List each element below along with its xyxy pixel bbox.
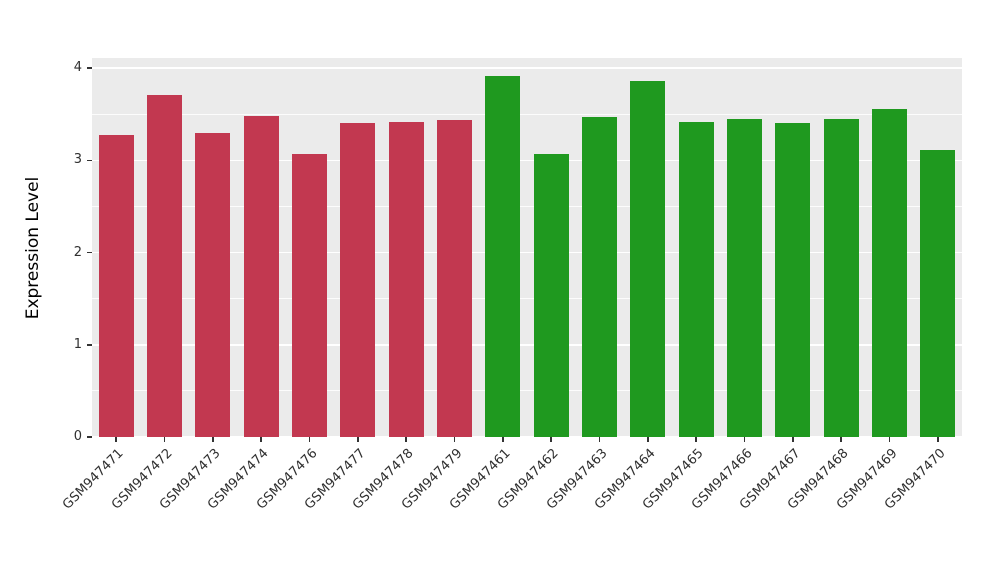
y-tick-mark — [87, 67, 92, 69]
x-tick-mark — [550, 437, 552, 442]
x-tick-mark — [308, 437, 311, 442]
bar — [823, 118, 859, 437]
x-tick-label: GSM947466 — [688, 446, 756, 513]
x-tick-mark — [212, 437, 214, 442]
x-tick-mark — [792, 437, 794, 442]
bar — [292, 153, 327, 437]
minor-gridline — [92, 390, 962, 392]
bar — [147, 94, 182, 437]
x-tick-mark — [937, 437, 939, 442]
y-tick-label: 3 — [73, 152, 82, 168]
x-tick-label: GSM947465 — [640, 446, 707, 513]
x-tick-mark — [695, 437, 697, 442]
y-tick-label: 4 — [73, 60, 82, 76]
minor-gridline — [92, 206, 962, 207]
bar — [243, 116, 279, 437]
minor-gridline — [92, 113, 962, 115]
bar — [98, 135, 134, 437]
bar — [872, 108, 907, 437]
x-tick-label: GSM947476 — [253, 446, 321, 513]
bar — [920, 150, 956, 437]
bar — [485, 75, 521, 437]
minor-gridline — [92, 298, 962, 300]
y-tick-mark — [87, 159, 92, 162]
major-gridline — [92, 251, 962, 254]
x-tick-label: GSM947469 — [833, 446, 901, 513]
y-tick-label: 0 — [73, 429, 82, 444]
plot-area — [92, 58, 962, 437]
x-tick-label: GSM947462 — [495, 446, 562, 513]
x-tick-mark — [357, 437, 359, 442]
y-tick-label: 1 — [73, 336, 82, 352]
y-tick-mark — [87, 344, 92, 346]
bar — [388, 121, 424, 437]
y-tick-mark — [87, 251, 92, 254]
major-gridline — [92, 436, 962, 437]
x-tick-mark — [453, 437, 456, 442]
x-tick-mark — [260, 437, 262, 442]
x-tick-mark — [647, 437, 649, 442]
major-gridline — [92, 344, 962, 346]
bar — [582, 117, 617, 437]
x-tick-label: GSM947474 — [205, 446, 272, 513]
bar — [630, 81, 666, 437]
x-tick-mark — [743, 437, 746, 442]
major-gridline — [92, 159, 962, 162]
bar — [437, 119, 472, 437]
y-tick-mark — [87, 436, 92, 438]
x-tick-label: GSM947472 — [108, 446, 176, 513]
major-gridline — [92, 67, 962, 69]
x-tick-label: GSM947470 — [881, 446, 949, 513]
x-tick-mark — [115, 437, 117, 442]
x-tick-label: GSM947463 — [543, 446, 611, 513]
y-tick-label: 2 — [73, 244, 82, 260]
bar — [678, 121, 714, 437]
x-tick-mark — [888, 437, 891, 442]
bar — [727, 118, 762, 437]
bar — [775, 123, 811, 437]
bar — [195, 132, 231, 437]
x-tick-mark — [163, 437, 166, 442]
x-tick-mark — [840, 437, 842, 442]
bar — [340, 123, 376, 437]
x-tick-label: GSM947471 — [60, 446, 127, 513]
x-tick-label: GSM947468 — [785, 446, 852, 513]
x-tick-mark — [598, 437, 601, 442]
x-tick-mark — [502, 437, 504, 442]
x-tick-label: GSM947478 — [350, 446, 417, 513]
x-tick-mark — [405, 437, 407, 442]
bar — [533, 153, 569, 437]
x-tick-label: GSM947479 — [398, 446, 466, 513]
